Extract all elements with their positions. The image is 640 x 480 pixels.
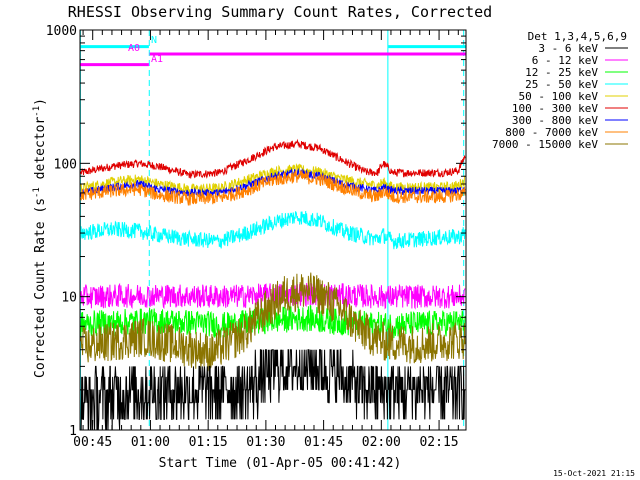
legend-entry-label-8: 7000 - 15000 keV	[492, 138, 598, 151]
axes: 00:45 01:00 01:15 01:30 01:45 02:00 02:15 1 10 10…	[46, 24, 467, 450]
y-tick-label-2: 100	[54, 157, 77, 172]
x-axis-label: Start Time (01-Apr-05 00:41:42)	[159, 456, 402, 471]
legend-entry-label-2: 12 - 25 keV	[525, 66, 598, 79]
x-tick-label-4: 01:45	[304, 435, 343, 450]
y-tick-label-3: 1000	[46, 24, 77, 39]
series-trace-6	[80, 304, 466, 340]
legend-entry-label-5: 100 - 300 keV	[512, 102, 598, 115]
flag-label-N: N	[151, 35, 157, 46]
series-trace-3	[80, 170, 466, 206]
series-trace-7	[80, 272, 466, 372]
series-trace-0	[80, 138, 466, 179]
y-axis-label-sup2: -1	[32, 106, 42, 117]
svg-text:Corrected Count Rate (s-1 dete: Corrected Count Rate (s-1 detector-1)	[32, 98, 48, 378]
x-tick-label-3: 01:30	[246, 435, 285, 450]
flag-label-A1: A1	[151, 54, 163, 65]
x-tick-label-2: 01:15	[189, 435, 228, 450]
y-axis-label-main: Corrected Count Rate (s	[33, 198, 48, 378]
x-tick-label-1: 01:00	[131, 435, 170, 450]
plot-content: N A0 A1	[79, 30, 466, 431]
legend-entry-label-0: 3 - 6 keV	[538, 42, 598, 55]
x-tick-label-5: 02:00	[362, 435, 401, 450]
legend-entry-label-4: 50 - 100 keV	[519, 90, 599, 103]
legend-entry-label-1: 6 - 12 keV	[532, 54, 599, 67]
series-trace-5	[80, 282, 466, 310]
y-tick-label-0: 1	[69, 424, 77, 439]
series-trace-1	[80, 163, 466, 195]
series-trace-4	[80, 210, 466, 250]
legend-header: Det 1,3,4,5,6,9	[528, 30, 627, 43]
footer-timestamp: 15-Oct-2021 21:15	[553, 469, 635, 478]
flag-label-A0: A0	[128, 43, 140, 54]
plot-frame	[79, 29, 467, 431]
y-axis-label-sup1: -1	[32, 187, 42, 198]
x-tick-label-6: 02:15	[419, 435, 458, 450]
legend-entry-label-3: 25 - 50 keV	[525, 78, 598, 91]
chart-title: RHESSI Observing Summary Count Rates, Co…	[68, 3, 492, 21]
legend-entry-label-7: 800 - 7000 keV	[505, 126, 598, 139]
series-trace-8	[80, 349, 465, 431]
y-axis-label: Corrected Count Rate (s-1 detector-1)	[32, 98, 48, 378]
x-tick-label-0: 00:45	[73, 435, 112, 450]
y-axis-label-end: )	[33, 98, 48, 106]
y-axis-label-mid: detector	[33, 117, 48, 188]
y-tick-label-1: 10	[61, 291, 77, 306]
legend-entry-label-6: 300 - 800 keV	[512, 114, 598, 127]
